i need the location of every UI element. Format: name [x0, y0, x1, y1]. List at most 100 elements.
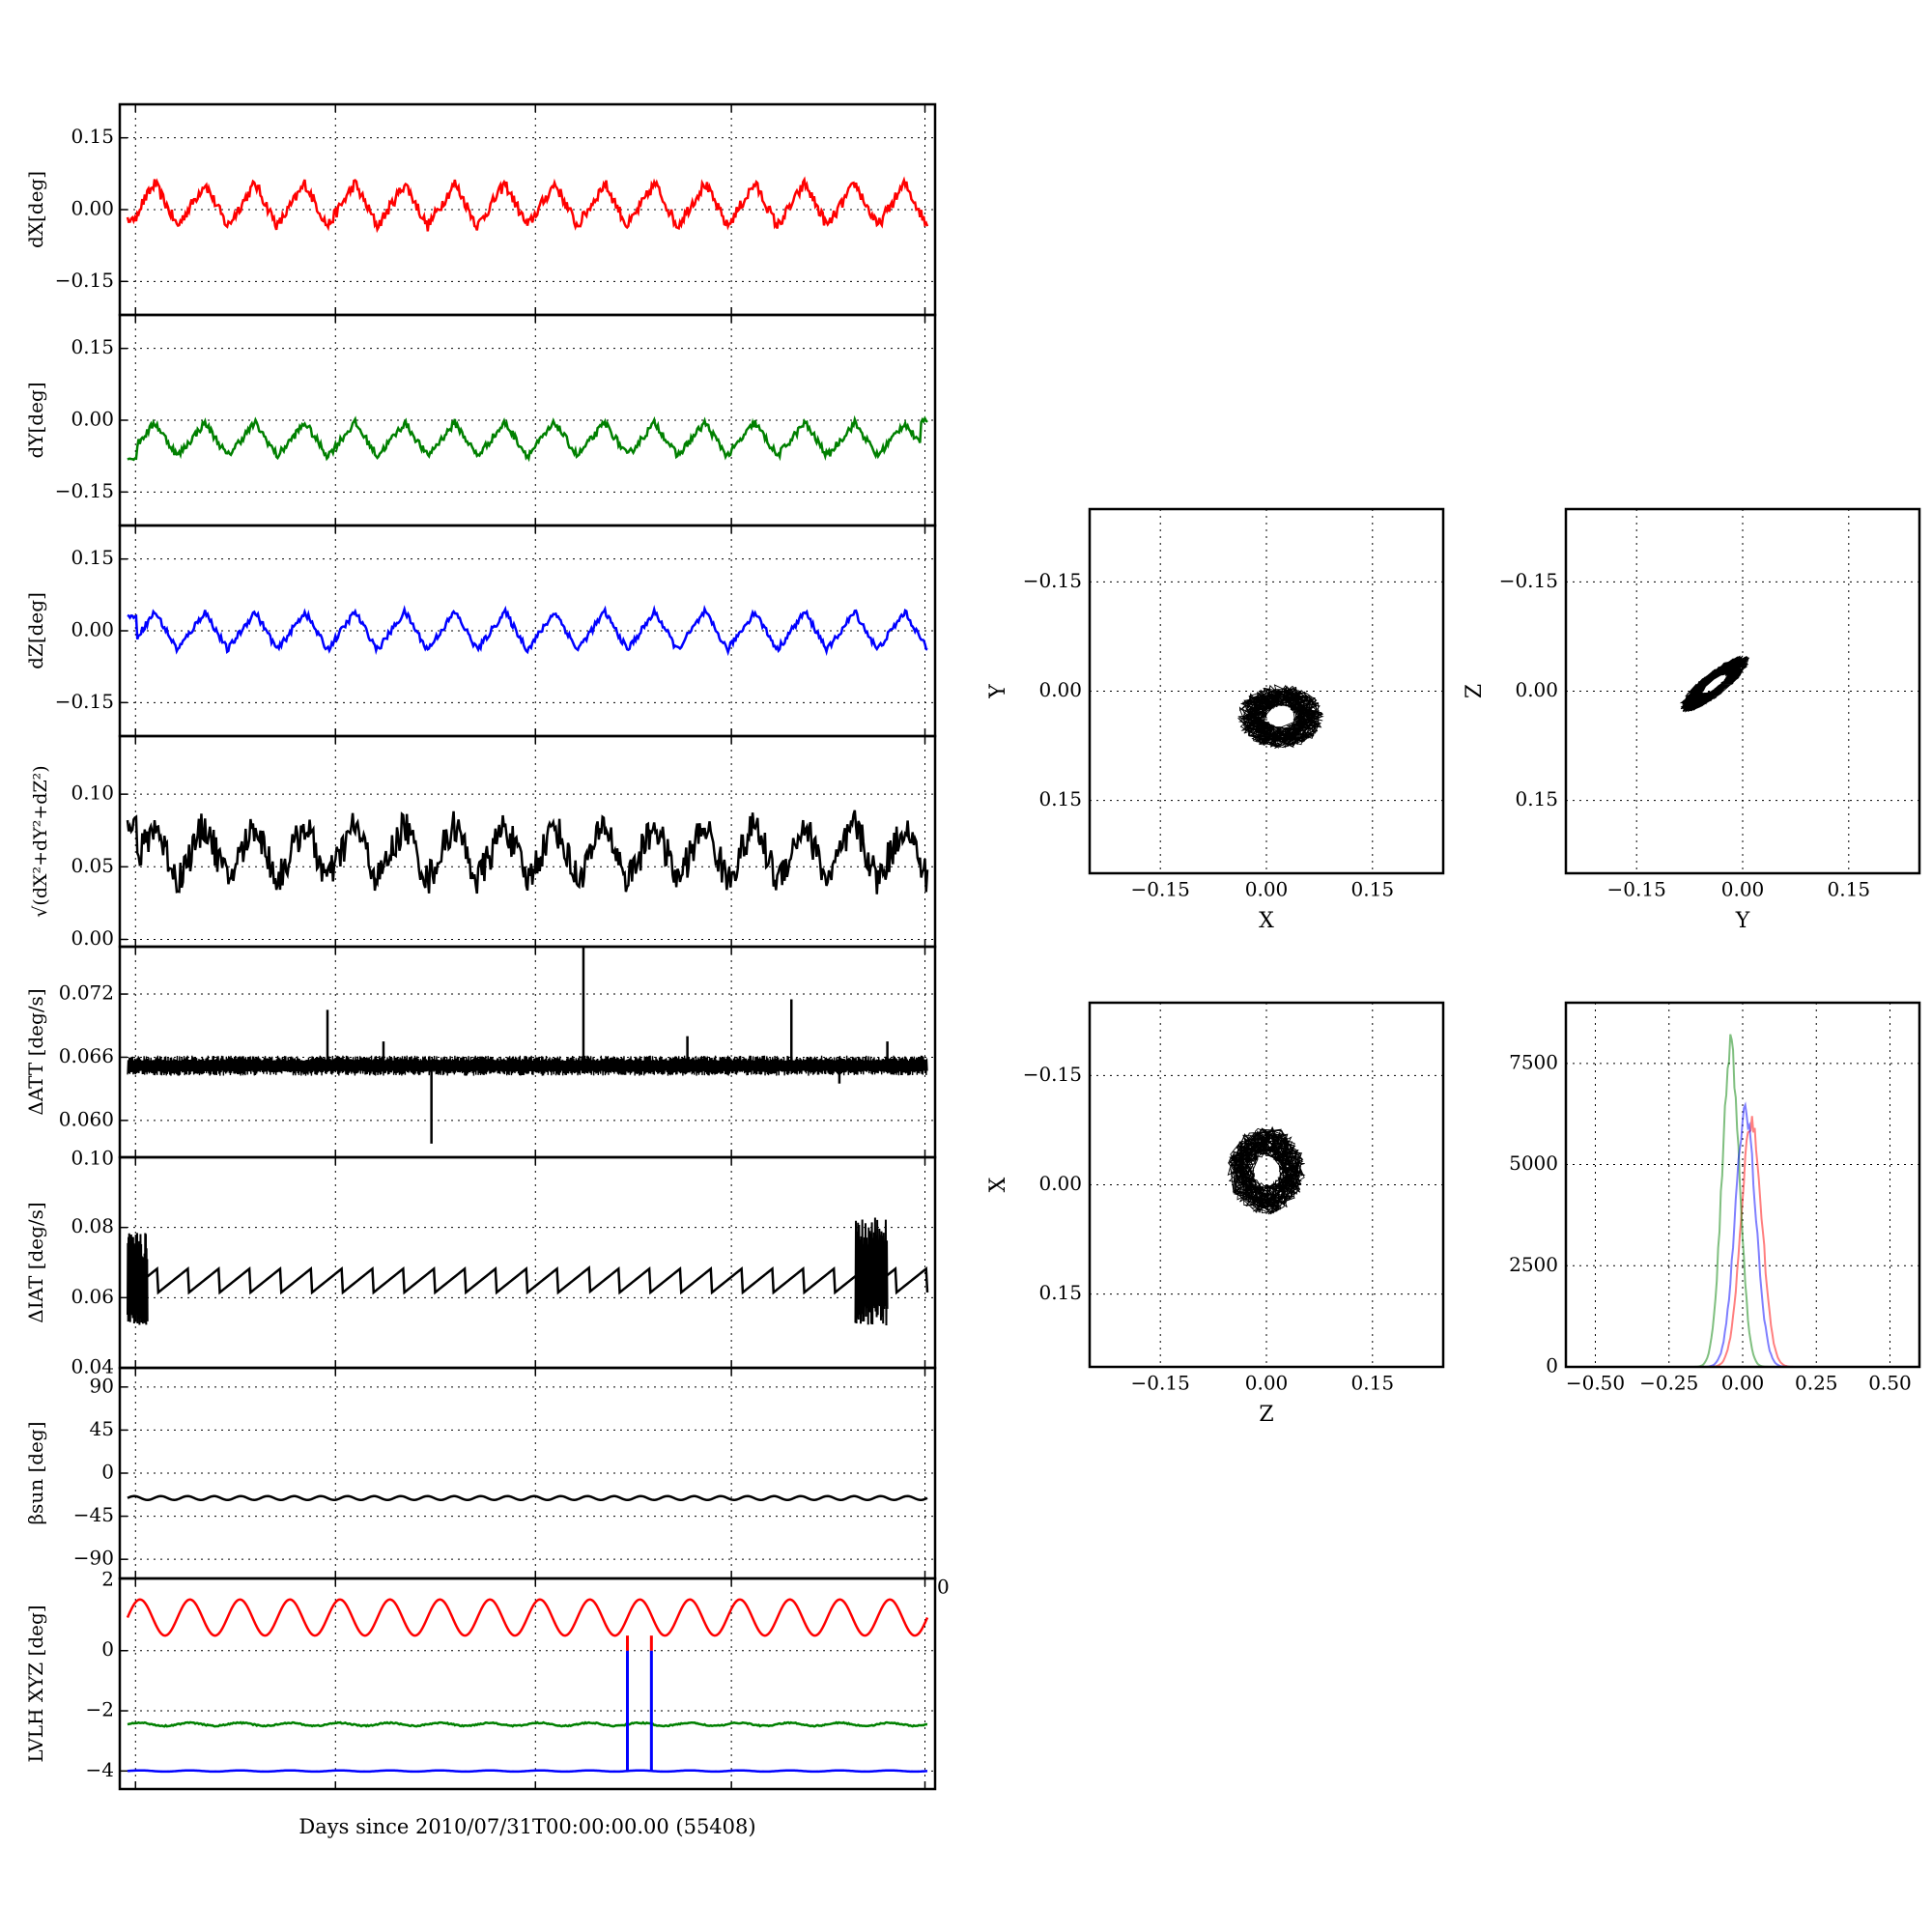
strip-diat-ylabel: ΔIAT [deg/s] — [24, 1202, 47, 1322]
strip-lvlh-series-line — [126, 1598, 929, 1637]
strip-dz-ylabel: dZ[deg] — [24, 592, 47, 669]
scatter-zx-xtick: −0.15 — [1131, 1372, 1190, 1395]
strip-mag-ylabel: √(dX²+dY²+dZ²) — [30, 765, 51, 917]
strip-datt-series-line — [127, 1055, 928, 1076]
strip-mag-ytick: 0.05 — [71, 854, 114, 877]
scatter-xy-ylabel: Y — [986, 684, 1010, 699]
scatter-xy-xtick: 0.15 — [1351, 878, 1395, 901]
scatter-xy: −0.15 −0.15 0.00 0.00 0.15 0.15 X Y — [986, 507, 1445, 933]
strip-dz-ytick: 0.00 — [71, 618, 114, 641]
strip-mag-series-line — [126, 810, 929, 895]
scatter-yz-xtick: −0.15 — [1607, 878, 1666, 901]
scatter-zx: −0.15 −0.15 0.00 0.00 0.15 0.15 Z X — [986, 1001, 1445, 1427]
strip-beta-ytick: −45 — [73, 1503, 114, 1526]
histogram: −0.50 −0.25 0.00 0.25 0.50 7500 5000 2500 0 — [1509, 1001, 1921, 1395]
scatter-xy-ytick: 0.15 — [1038, 787, 1082, 810]
strip-diat-frame — [118, 1155, 937, 1370]
strip-lvlh-ylabel: LVLH XYZ [deg] — [24, 1605, 47, 1762]
strip-diat: 0.08 0.06 0.04 0.10 ΔIAT [deg/s] — [24, 1147, 937, 1378]
scatter-xy-frame — [1088, 507, 1445, 875]
strip-dz-series-line — [127, 604, 928, 657]
strip-dy: 0.15 0.00 −0.15 dY[deg] — [24, 313, 937, 527]
strip-diat-burst — [127, 1233, 149, 1325]
strip-datt-ytick: 0.072 — [59, 981, 114, 1005]
strip-beta-ytick: −90 — [73, 1547, 114, 1570]
strip-dx-ytick: 0.00 — [71, 197, 114, 220]
scatter-yz-ylabel: Z — [1463, 684, 1487, 698]
strip-diat-ytick: 0.08 — [71, 1214, 114, 1237]
scatter-zx-frame — [1088, 1001, 1445, 1369]
strip-dx-ytick: 0.15 — [71, 125, 114, 148]
strip-dy-ytick: −0.15 — [55, 479, 114, 502]
strip-dy-ytick: 0.15 — [71, 335, 114, 358]
strip-lvlh-ytick-top: 2 — [101, 1568, 114, 1591]
strip-dy-ylabel: dY[deg] — [24, 382, 47, 458]
strip-datt-ytick: 0.060 — [59, 1107, 114, 1130]
histogram-ytick: 7500 — [1509, 1050, 1558, 1073]
strip-diat-ytick: 0.04 — [71, 1355, 114, 1378]
strip-lvlh: 0 −2 −4 2 0 LVLH XYZ [deg] — [24, 1568, 950, 1791]
strip-lvlh-ytick: 0 — [101, 1637, 114, 1661]
strip-dx-series-line — [126, 176, 929, 234]
strip-dy-ytick: 0.00 — [71, 408, 114, 431]
histogram-xtick: −0.25 — [1639, 1372, 1698, 1395]
scatter-yz: −0.15 −0.15 0.00 0.00 0.15 0.15 Y Z — [1463, 507, 1921, 933]
strip-lvlh-ytick: −2 — [86, 1698, 114, 1721]
strip-beta: 90 45 0 −45 −90 βsun [deg] — [24, 1366, 937, 1580]
scatter-yz-ytick: 0.15 — [1515, 787, 1558, 810]
histogram-ytick: 0 — [1546, 1354, 1558, 1378]
strip-mag: 0.10 0.05 0.00 √(dX²+dY²+dZ²) — [30, 734, 937, 950]
histogram-series-dY — [1572, 1034, 1897, 1368]
scatter-xy-xtick: 0.00 — [1245, 878, 1289, 901]
strip-beta-ytick: 0 — [101, 1461, 114, 1484]
strip-lvlh-series-line — [127, 1769, 928, 1774]
strip-lvlh-xtick-right: 0 — [937, 1576, 950, 1599]
strip-mag-ytick: 0.00 — [71, 926, 114, 950]
strip-diat-ytick-top: 0.10 — [71, 1147, 114, 1170]
strip-dx-ylabel: dX[deg] — [24, 171, 47, 248]
strip-diat-series-line — [127, 1264, 929, 1295]
scatter-zx-xlabel: Z — [1259, 1403, 1273, 1427]
histogram-xtick: 0.00 — [1721, 1372, 1765, 1395]
scatter-yz-xtick: 0.00 — [1721, 878, 1765, 901]
strip-beta-ylabel: βsun [deg] — [24, 1422, 47, 1525]
strip-mag-ytick: 0.10 — [71, 781, 114, 805]
scatter-yz-frame — [1564, 507, 1921, 875]
strip-beta-series-line — [127, 1494, 928, 1501]
strip-dz: 0.15 0.00 −0.15 dZ[deg] — [24, 524, 937, 738]
strip-dz-ytick: −0.15 — [55, 690, 114, 713]
histogram-ytick: 2500 — [1509, 1253, 1558, 1276]
strip-beta-ytick: 90 — [90, 1374, 114, 1397]
scatter-yz-ytick: −0.15 — [1499, 569, 1558, 592]
scatter-zx-ytick: 0.00 — [1038, 1172, 1082, 1195]
strip-diat-ytick: 0.06 — [71, 1285, 114, 1308]
strip-datt-ytick: 0.066 — [59, 1044, 114, 1067]
scatter-yz-ytick: 0.00 — [1515, 678, 1558, 701]
strip-lvlh-series-line — [127, 1720, 928, 1728]
scatter-yz-xtick: 0.15 — [1828, 878, 1871, 901]
strip-dz-ytick: 0.15 — [71, 546, 114, 569]
strip-lvlh-ytick: −4 — [86, 1758, 114, 1781]
strip-lvlh-frame — [118, 1577, 937, 1791]
strip-dx-ytick: −0.15 — [55, 269, 114, 292]
strip-datt-frame — [118, 945, 937, 1159]
scatter-xy-ytick: −0.15 — [1023, 569, 1082, 592]
strip-datt: 0.072 0.066 0.060 ΔATT [deg/s] — [24, 945, 937, 1159]
scatter-zx-xtick: 0.00 — [1245, 1372, 1289, 1395]
scatter-zx-ytick: 0.15 — [1038, 1281, 1082, 1304]
histogram-ytick: 5000 — [1509, 1151, 1558, 1175]
scatter-xy-xlabel: X — [1259, 909, 1274, 933]
strip-dx: 0.15 0.00 −0.15 dX[deg] — [24, 102, 937, 317]
strip-dy-series-line — [127, 414, 928, 463]
scatter-zx-ylabel: X — [986, 1177, 1010, 1192]
scatter-yz-trace — [1679, 655, 1750, 713]
histogram-xtick: 0.50 — [1868, 1372, 1912, 1395]
histogram-xtick: −0.50 — [1566, 1372, 1625, 1395]
scatter-zx-xtick: 0.15 — [1351, 1372, 1395, 1395]
histogram-series-dZ — [1572, 1101, 1897, 1368]
scatter-xy-xtick: −0.15 — [1131, 878, 1190, 901]
scatter-xy-trace — [1236, 684, 1324, 750]
scatter-zx-trace — [1227, 1125, 1306, 1215]
strip-beta-ytick: 45 — [90, 1417, 114, 1440]
